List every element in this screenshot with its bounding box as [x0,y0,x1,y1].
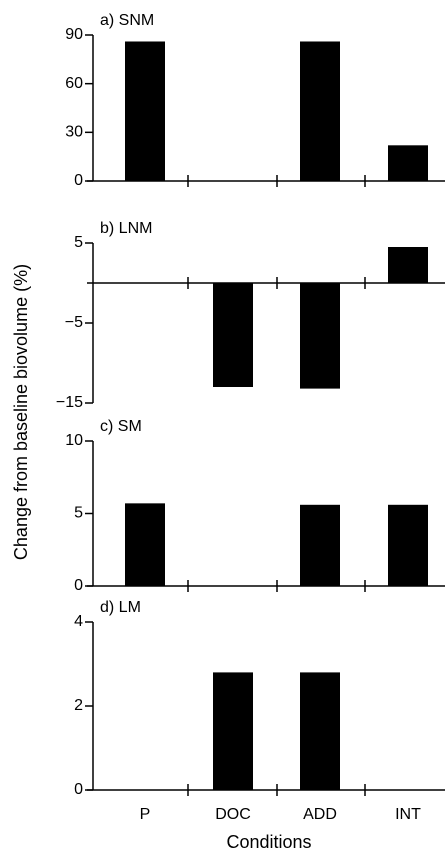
x-axis-label: Conditions [226,832,311,852]
bar [213,672,253,790]
y-tick-label: 60 [65,75,83,92]
panel-title: d) LM [100,599,141,616]
y-tick-label: 30 [65,124,83,141]
y-tick-label: 0 [74,172,83,189]
bar [388,247,428,283]
y-tick-label: 5 [74,505,83,522]
panel-title: b) LNM [100,220,152,237]
y-tick-label: 90 [65,26,83,43]
x-tick-label: INT [395,806,421,823]
y-tick-label: 2 [74,697,83,714]
x-tick-label: DOC [215,806,251,823]
bar [125,41,165,181]
y-tick-label: 0 [74,577,83,594]
y-tick-label: −15 [56,394,83,411]
bar [300,283,340,389]
bar [300,41,340,181]
y-tick-label: 10 [65,432,83,449]
bar [300,504,340,586]
y-tick-label: 4 [74,613,83,630]
bar [388,145,428,181]
bar [213,283,253,387]
panel-title: a) SNM [100,12,154,29]
y-tick-label: −5 [65,314,83,331]
x-tick-label: P [140,806,151,823]
bar [300,672,340,790]
y-tick-label: 0 [74,781,83,798]
y-axis-label: Change from baseline biovolume (%) [11,264,31,560]
panel-title: c) SM [100,418,142,435]
bar [125,503,165,586]
y-tick-label: 5 [74,234,83,251]
x-tick-label: ADD [303,806,337,823]
bar [388,504,428,586]
